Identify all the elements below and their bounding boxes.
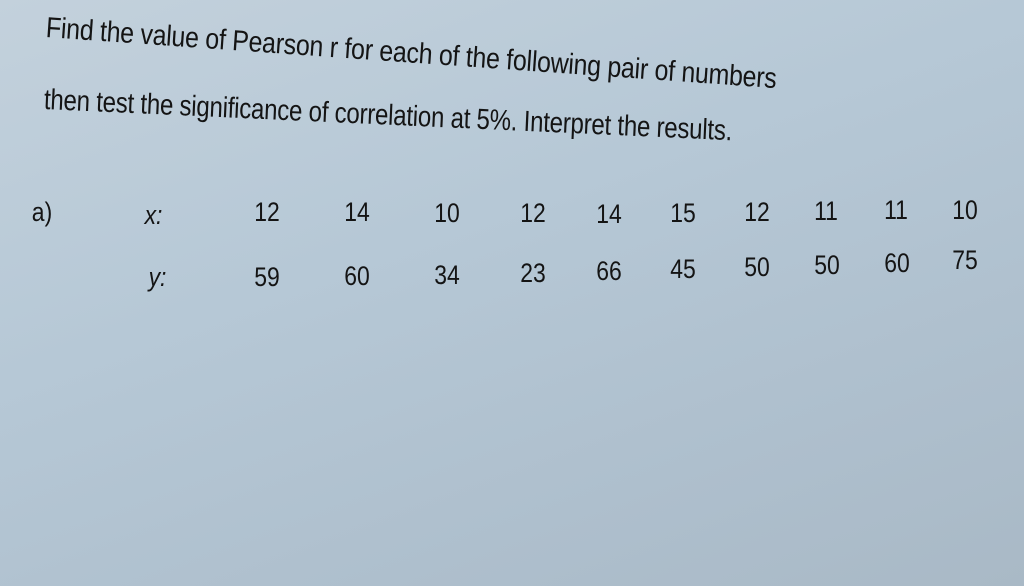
x-label: x: — [144, 200, 163, 230]
x-value: 14 — [344, 197, 370, 227]
y-value: 34 — [434, 260, 460, 290]
y-value: 50 — [744, 252, 770, 282]
x-value: 14 — [596, 199, 622, 229]
y-value: 60 — [884, 248, 910, 278]
y-value: 23 — [520, 258, 546, 288]
y-label: y: — [148, 262, 167, 292]
x-value: 12 — [744, 197, 770, 227]
x-value: 15 — [670, 198, 696, 228]
y-value: 60 — [344, 261, 370, 291]
x-value: 12 — [520, 198, 546, 228]
y-value: 45 — [670, 254, 696, 284]
y-value: 59 — [254, 262, 280, 292]
x-value: 10 — [952, 195, 978, 225]
y-value: 75 — [952, 245, 978, 275]
y-value: 50 — [814, 250, 840, 280]
x-value: 11 — [814, 196, 838, 226]
x-value: 11 — [884, 195, 908, 225]
x-value: 12 — [254, 197, 280, 227]
x-value: 10 — [434, 198, 460, 228]
problem-line-1: Find the value of Pearson r for each of … — [44, 12, 778, 96]
y-value: 66 — [596, 256, 622, 286]
part-label: a) — [31, 197, 53, 227]
problem-line-2: then test the significance of correlatio… — [43, 84, 733, 148]
